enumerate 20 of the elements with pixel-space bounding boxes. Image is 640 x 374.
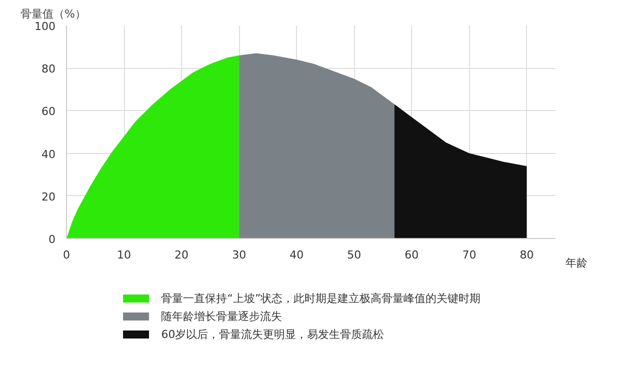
y-tick-label: 60	[42, 105, 56, 118]
x-tick-label: 0	[63, 248, 70, 262]
y-tick-label: 100	[34, 20, 56, 33]
x-tick-label: 50	[347, 248, 362, 262]
x-tick-label: 80	[520, 248, 534, 262]
x-axis-title: 年龄	[566, 256, 588, 270]
legend-label: 随年龄增长骨量逐步流失	[161, 310, 282, 323]
x-tick-label: 10	[117, 248, 132, 262]
y-tick-label: 20	[42, 190, 56, 204]
x-tick-label: 60	[404, 248, 419, 262]
x-tick-label: 40	[290, 248, 304, 262]
x-tick-label: 20	[174, 248, 189, 262]
legend-label: 骨量一直保持“上坡”状态，此时期是建立极高骨量峰值的关键时期	[161, 292, 481, 305]
y-tick-label: 80	[42, 62, 56, 76]
x-tick-label: 30	[232, 248, 246, 262]
y-tick-label: 40	[42, 148, 56, 161]
x-tick-label: 70	[462, 248, 476, 262]
y-axis-title: 骨量值（%）	[20, 8, 86, 20]
y-tick-label: 0	[48, 233, 56, 246]
legend-label: 60岁以后，骨量流失更明显，易发生骨质疏松	[161, 328, 384, 341]
